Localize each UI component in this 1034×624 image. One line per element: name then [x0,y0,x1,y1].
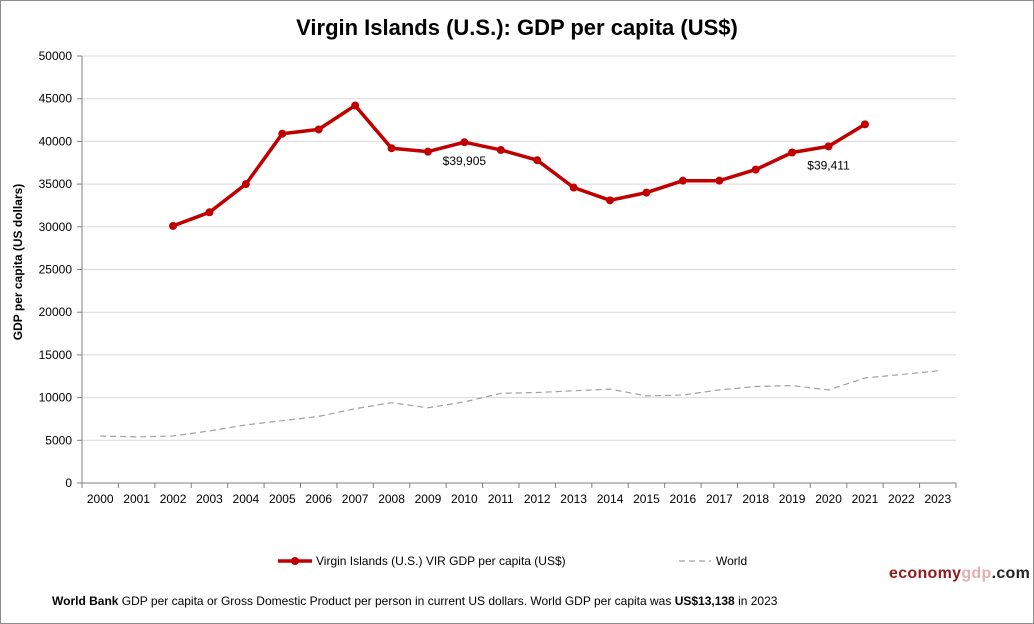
series-marker-virgin-islands [788,148,797,157]
legend-label-virgin-islands: Virgin Islands (U.S.) VIR GDP per capita… [316,554,566,568]
legend: Virgin Islands (U.S.) VIR GDP per capita… [278,554,747,568]
x-tick-label: 2009 [415,492,442,506]
y-tick-label: 15000 [39,348,73,362]
series-marker-virgin-islands [860,120,869,129]
x-tick-label: 2019 [779,492,806,506]
y-axis-label: GDP per capita (US dollars) [11,184,25,341]
legend-marker-virgin-islands [291,557,299,565]
x-tick-label: 2008 [378,492,405,506]
x-tick-label: 2000 [87,492,114,506]
y-tick-label: 40000 [39,134,73,148]
x-tick-label: 2003 [196,492,223,506]
brand-logo[interactable]: economygdp.com [889,565,1030,583]
y-tick-label: 10000 [39,391,73,405]
y-tick-label: 50000 [39,49,73,63]
y-tick-label: 30000 [39,220,73,234]
x-tick-label: 2005 [269,492,296,506]
x-tick-label: 2018 [742,492,769,506]
series-marker-virgin-islands [751,165,760,174]
axes: 0 5000 10000 15000 20000 25000 30000 35000 40000… [39,49,957,506]
y-tick-label: 5000 [45,433,72,447]
series-marker-virgin-islands [205,208,214,217]
series-marker-virgin-islands [460,138,469,147]
legend-label-world: World [716,554,747,568]
series-marker-virgin-islands [423,147,432,156]
y-tick-label: 35000 [39,177,73,191]
y-tick-label: 45000 [39,92,73,106]
x-tick-label: 2017 [706,492,733,506]
series-marker-virgin-islands [715,176,724,185]
chart-title: Virgin Islands (U.S.): GDP per capita (U… [296,15,738,40]
x-tick-label: 2023 [924,492,951,506]
series-line-virgin-islands [172,103,866,228]
x-tick-label: 2014 [597,492,624,506]
x-tick-label: 2020 [815,492,842,506]
series-marker-virgin-islands [678,176,687,185]
series-marker-virgin-islands [351,101,360,110]
series-marker-virgin-islands [241,180,250,189]
x-tick-label: 2007 [342,492,369,506]
y-tick-label: 0 [65,476,72,490]
annotations: $39,905 $39,411 [443,154,850,172]
series-marker-virgin-islands [169,221,178,230]
footer-text: GDP per capita or Gross Domestic Product… [118,594,675,608]
footer-world-value: US$13,138 [674,594,735,608]
footer-note: World Bank GDP per capita or Gross Domes… [52,594,777,608]
brand-part-economy: economy [889,565,962,582]
brand-part-com: .com [991,565,1031,582]
series-marker-virgin-islands [606,196,615,205]
x-tick-label: 2002 [160,492,187,506]
series-marker-virgin-islands [642,188,651,197]
x-tick-label: 2021 [852,492,879,506]
footer-suffix: in 2023 [734,594,778,608]
data-label: $39,411 [807,158,850,172]
brand-part-gdp: gdp [961,565,992,582]
y-tick-label: 25000 [39,263,73,277]
series-marker-virgin-islands [569,183,578,192]
series-marker-virgin-islands [824,142,833,151]
x-tick-label: 2010 [451,492,478,506]
x-tick-label: 2022 [888,492,915,506]
x-tick-label: 2015 [633,492,660,506]
series-marker-virgin-islands [387,144,396,153]
grid-lines [82,55,956,441]
data-label: $39,905 [443,154,487,168]
series-marker-virgin-islands [496,145,505,154]
series-marker-virgin-islands [278,129,287,138]
x-tick-label: 2013 [560,492,587,506]
x-tick-label: 2012 [524,492,551,506]
series-layer [100,101,938,438]
series-line-world [100,370,938,438]
x-tick-label: 2004 [233,492,260,506]
y-tick-label: 20000 [39,305,73,319]
footer-source: World Bank [52,594,119,608]
x-tick-label: 2011 [488,492,514,506]
x-tick-label: 2001 [123,492,150,506]
series-marker-virgin-islands [314,125,323,134]
x-tick-label: 2006 [305,492,332,506]
series-marker-virgin-islands [533,156,542,165]
x-tick-label: 2016 [670,492,697,506]
